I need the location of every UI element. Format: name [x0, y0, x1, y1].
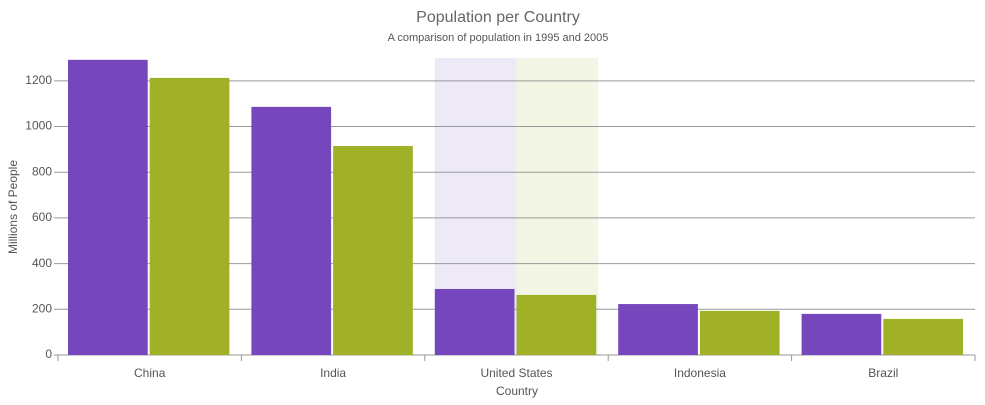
- bar: [801, 313, 882, 355]
- bar: [699, 310, 780, 355]
- chart-title: Population per Country: [416, 9, 580, 26]
- y-tick-label: 1000: [25, 119, 52, 133]
- y-tick-label: 800: [32, 164, 52, 178]
- x-tick-label: Indonesia: [674, 366, 726, 380]
- x-tick-label: United States: [480, 366, 552, 380]
- bar: [434, 288, 515, 355]
- y-tick-label: 400: [32, 256, 52, 270]
- x-tick-label: China: [134, 366, 166, 380]
- bar: [516, 294, 597, 355]
- y-tick-label: 200: [32, 301, 52, 315]
- bar: [68, 59, 148, 355]
- bar: [149, 77, 230, 355]
- x-axis-label: Country: [496, 384, 538, 398]
- y-tick-label: 0: [45, 347, 52, 361]
- y-axis-label: Millions of People: [6, 160, 20, 254]
- bar: [251, 106, 332, 355]
- y-tick-label: 600: [32, 210, 52, 224]
- y-tick-label: 1200: [25, 73, 52, 87]
- bar: [883, 318, 963, 355]
- chart-subtitle: A comparison of population in 1995 and 2…: [388, 32, 609, 44]
- x-tick-label: Brazil: [868, 366, 898, 380]
- bar: [618, 304, 698, 355]
- x-tick-label: India: [320, 366, 346, 380]
- bar: [333, 145, 413, 355]
